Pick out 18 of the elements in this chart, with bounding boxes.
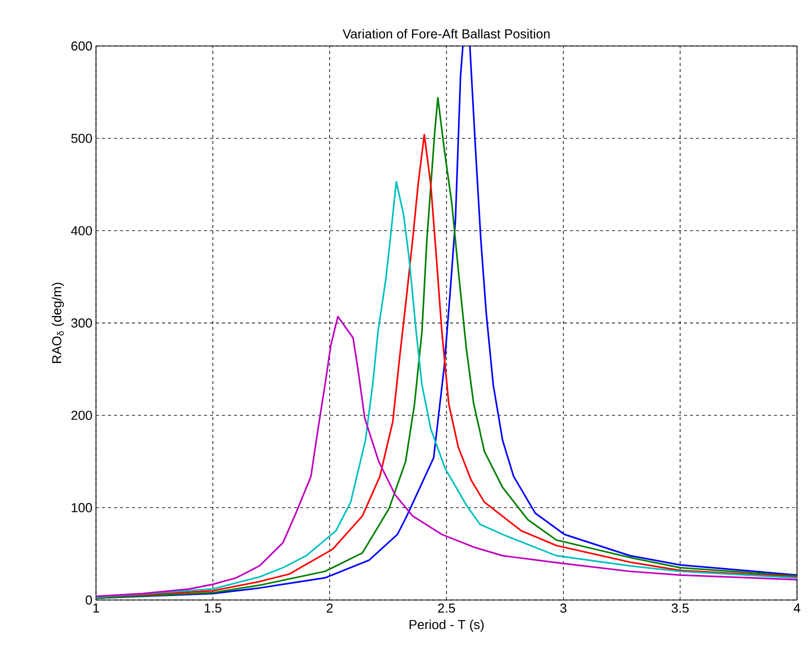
x-axis-title: Period - T (s) [410,620,484,632]
x-tick-label: 3.5 [672,604,689,613]
x-tick-label: 1 [93,604,99,612]
x-tick-label: 4 [794,604,800,612]
y-tick-label: 600 [71,41,92,51]
y-tick-label: 200 [71,410,92,420]
y-tick-label: 500 [71,134,92,143]
x-tick-label: 2.5 [438,604,455,613]
x-tick-label: 1.5 [204,604,222,613]
line-series [96,316,797,598]
x-tick-label: 3 [560,604,566,613]
y-tick-label: 300 [71,318,92,328]
y-tick-label: 400 [71,226,92,236]
x-tick-label: 2 [326,604,333,613]
chart-title: Variation of Fore-Aft Ballast Position [342,28,550,38]
y-tick-label: 100 [72,503,92,512]
y-axis-title: RAO$_{δ}$ (deg/m) [52,282,64,364]
y-tick-label: 0 [86,595,92,605]
